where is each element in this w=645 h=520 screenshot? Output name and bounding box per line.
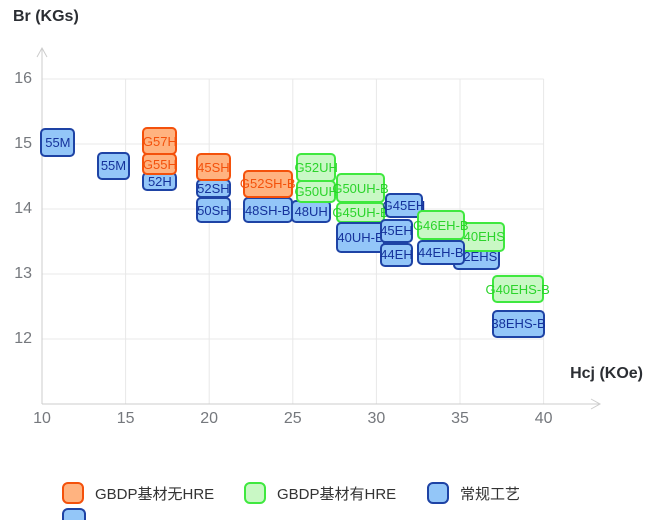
grade-box-g46eh-b[interactable]: G46EH-B <box>413 210 469 241</box>
x-tick-label: 20 <box>200 410 219 427</box>
grade-box-g55h[interactable]: G55H <box>142 153 178 176</box>
grade-box-g50uh-b[interactable]: G50UH-B <box>332 173 389 204</box>
grade-box-55m[interactable]: 55M <box>97 151 130 180</box>
partial-legend-swatch-clipped <box>62 508 86 520</box>
legend-swatch-green <box>244 482 266 504</box>
grade-box-50sh[interactable]: 50SH <box>195 197 231 224</box>
y-tick-label: 16 <box>14 70 32 87</box>
legend-item-conventional[interactable]: 常规工艺 <box>427 482 520 504</box>
y-tick-label: 13 <box>14 265 32 282</box>
legend-item-gbdp-no-hre[interactable]: GBDP基材无HRE <box>62 482 214 504</box>
legend: GBDP基材无HRE GBDP基材有HRE 常规工艺 <box>0 480 645 510</box>
grade-box-g57h[interactable]: G57H <box>142 127 178 156</box>
y-tick-label: 15 <box>14 135 32 152</box>
legend-label: 常规工艺 <box>460 485 521 503</box>
grade-box-g40ehs-b[interactable]: G40EHS-B <box>486 275 550 304</box>
grade-box-45sh[interactable]: 45SH <box>195 153 231 182</box>
grade-box-g52uh[interactable]: G52UH <box>295 153 338 182</box>
x-tick-label: 25 <box>283 410 302 427</box>
y-tick-label: 14 <box>14 200 32 217</box>
legend-swatch-blue <box>427 482 449 504</box>
x-tick-label: 15 <box>116 410 135 427</box>
legend-item-gbdp-hre[interactable]: GBDP基材有HRE <box>244 482 396 504</box>
y-tick-label: 12 <box>14 330 32 347</box>
x-axis-arrow-icon <box>590 398 602 410</box>
grade-box-52sh[interactable]: 52SH <box>195 179 231 198</box>
grade-box-g50uh[interactable]: G50UH <box>295 179 338 204</box>
y-axis-title: Br (KGs) <box>13 8 79 25</box>
x-tick-label: 40 <box>534 410 553 427</box>
x-tick-label: 35 <box>451 410 469 427</box>
legend-swatch-orange <box>62 482 84 504</box>
grade-box-55m[interactable]: 55M <box>40 127 76 157</box>
grade-box-44eh[interactable]: 44EH <box>379 242 414 267</box>
y-axis-arrow-icon <box>36 46 48 58</box>
grade-box-g45uh-b[interactable]: G45UH-B <box>332 201 389 224</box>
x-tick-label: 10 <box>33 410 51 427</box>
x-tick-label: 30 <box>367 410 386 427</box>
x-axis-title: Hcj (KOe) <box>570 365 643 382</box>
grade-box-44eh-b[interactable]: 44EH-B <box>416 240 465 265</box>
grade-box-38ehs-b[interactable]: 38EHS-B <box>491 309 546 338</box>
grade-box-40uh-b[interactable]: 40UH-B <box>336 222 385 254</box>
grade-box-g52sh-b[interactable]: G52SH-B <box>240 170 296 198</box>
legend-label: GBDP基材无HRE <box>95 485 215 503</box>
grade-box-45eh[interactable]: 45EH <box>379 218 414 243</box>
legend-label: GBDP基材有HRE <box>277 485 397 503</box>
grade-box-48uh[interactable]: 48UH <box>291 199 332 224</box>
grade-box-48sh-b[interactable]: 48SH-B <box>242 197 293 224</box>
